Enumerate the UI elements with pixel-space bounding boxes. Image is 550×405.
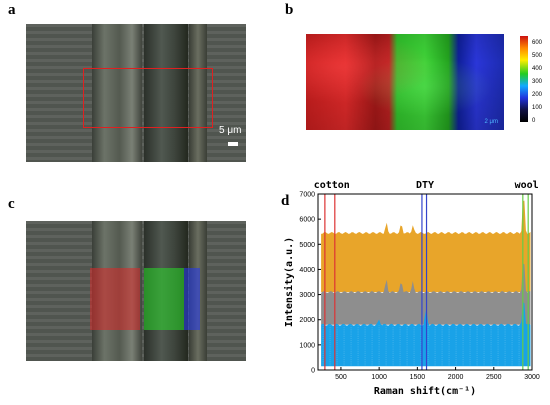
y-tick-label: 5000 <box>299 242 315 249</box>
colorbar-tick: 400 <box>532 66 543 72</box>
y-tick-label: 1000 <box>299 342 315 349</box>
x-axis-label: Raman shift(cm⁻¹) <box>374 385 476 397</box>
x-tick-label: 2500 <box>486 374 502 381</box>
raman-map-b: 2 μm <box>306 34 504 130</box>
y-tick-label: 2000 <box>299 317 315 324</box>
colorbar-tick: 0 <box>532 118 536 124</box>
panel-b-label: b <box>285 2 294 18</box>
annotation-dty: DTY <box>416 180 434 191</box>
colorbar-tick: 600 <box>532 40 543 46</box>
colorbar-tick: 300 <box>532 79 543 85</box>
scale-bar-label: 5 μm <box>219 125 242 136</box>
scan-region-box <box>83 68 213 128</box>
colorbar-tick: 100 <box>532 105 543 111</box>
x-tick-label: 500 <box>335 374 347 381</box>
overlay-cotton <box>90 268 140 330</box>
map-scale-label: 2 μm <box>484 119 498 125</box>
x-tick-label: 3000 <box>524 374 540 381</box>
micrograph-c <box>26 221 246 361</box>
y-tick-label: 3000 <box>299 292 315 299</box>
micrograph-a: 5 μm <box>26 24 246 162</box>
overlay-dty <box>144 268 184 330</box>
panel-d-label: d <box>281 193 290 209</box>
annotation-cotton: cotton <box>314 180 350 191</box>
fiber-dty <box>144 24 188 162</box>
colorbar-ticks: 600 500 400 300 200 100 0 <box>532 36 550 126</box>
plot-frame <box>317 193 533 371</box>
y-tick-label: 6000 <box>299 217 315 224</box>
scale-bar <box>228 142 238 146</box>
spectra-band-1 <box>321 200 531 293</box>
y-tick-label: 7000 <box>299 192 315 199</box>
x-tick-label: 1500 <box>410 374 426 381</box>
raman-spectra-chart: 0 1000 2000 3000 4000 5000 6000 7000 500 1000 1500… <box>283 180 540 397</box>
spectra-band-3 <box>321 302 531 367</box>
x-tick-label: 2000 <box>448 374 464 381</box>
fiber-cotton <box>92 24 142 162</box>
overlay-wool <box>184 268 200 330</box>
y-tick-label: 0 <box>311 368 315 375</box>
annotation-wool: wool <box>515 180 539 191</box>
panel-c-label: c <box>8 196 15 212</box>
colorbar-tick: 500 <box>532 53 543 59</box>
panel-a-label: a <box>8 2 16 18</box>
colorbar <box>520 36 528 122</box>
y-tick-label: 4000 <box>299 267 315 274</box>
colorbar-tick: 200 <box>532 92 543 98</box>
x-tick-label: 1000 <box>371 374 387 381</box>
spectra-band-2 <box>321 263 531 325</box>
y-axis-label: Intensity(a.u.) <box>283 237 295 327</box>
